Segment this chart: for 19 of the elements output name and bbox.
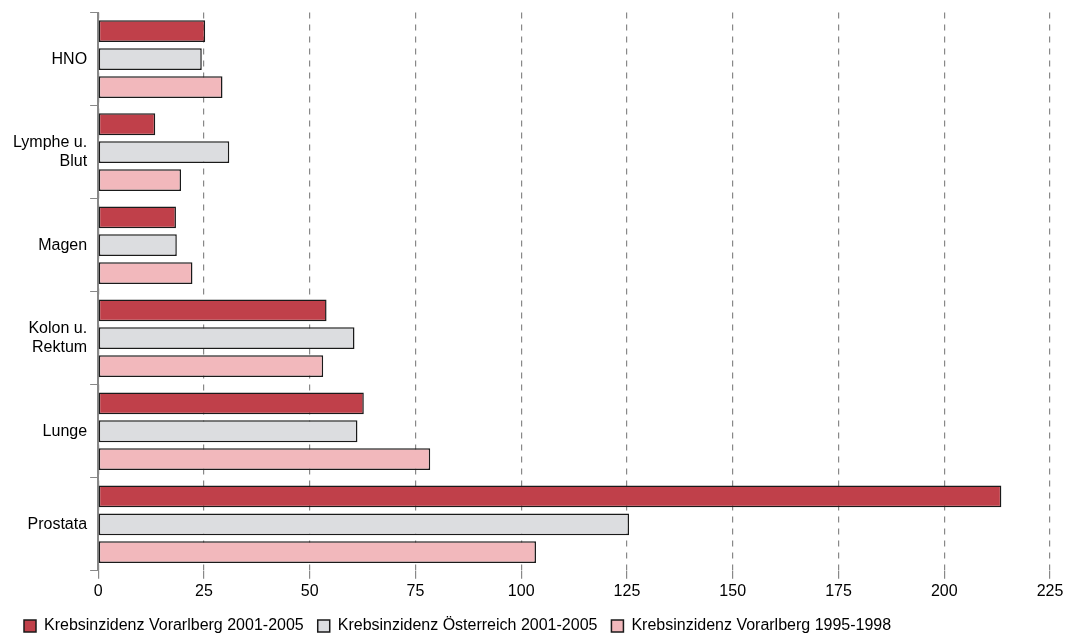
legend-label: Krebsinzidenz Vorarlberg 2001-2005 xyxy=(44,616,304,634)
x-tick-label: 225 xyxy=(1036,581,1064,599)
x-tick-label: 200 xyxy=(930,581,958,599)
y-tick-label: HNO xyxy=(51,49,88,67)
x-tick-label: 175 xyxy=(825,581,852,599)
legend-label: Krebsinzidenz Österreich 2001-2005 xyxy=(337,616,598,634)
y-tick-label: Kolon u. Rektum xyxy=(28,319,88,356)
x-tick-label: 150 xyxy=(719,581,747,599)
x-tick-label: 0 xyxy=(93,581,103,599)
y-tick-label: Prostata xyxy=(27,514,88,532)
x-tick-label: 100 xyxy=(507,581,535,599)
x-tick-label: 125 xyxy=(613,581,641,599)
x-tick-label: 50 xyxy=(300,581,319,599)
x-tick-label: 75 xyxy=(406,581,425,599)
y-tick-label: Lunge xyxy=(42,421,88,439)
x-tick-label: 25 xyxy=(194,581,213,599)
legend-label: Krebsinzidenz Vorarlberg 1995-1998 xyxy=(631,616,892,634)
y-tick-label: Magen xyxy=(38,235,88,253)
y-tick-label: Lymphe u. Blut xyxy=(12,132,88,170)
